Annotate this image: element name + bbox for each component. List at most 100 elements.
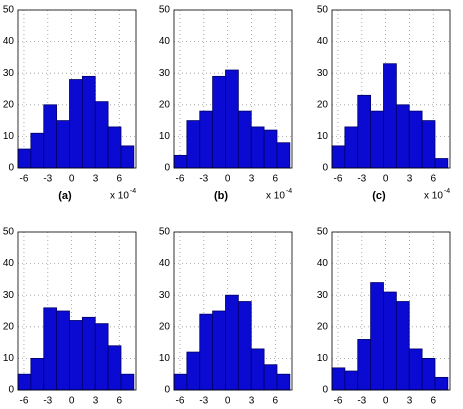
y-tick-label: 10: [3, 131, 15, 142]
x-tick-label: -3: [357, 396, 366, 407]
y-tick-label: 50: [159, 227, 171, 238]
bar: [421, 357, 436, 391]
bar: [357, 339, 372, 391]
y-tick-label: 10: [317, 353, 329, 364]
bar: [186, 120, 201, 169]
bar: [120, 373, 135, 391]
bar: [212, 310, 226, 391]
bar: [69, 320, 83, 391]
bar: [395, 104, 410, 169]
y-tick-label: 10: [317, 131, 329, 142]
y-tick-label: 0: [8, 385, 14, 396]
y-tick-label: 0: [164, 385, 170, 396]
x-tick-label: -3: [43, 396, 52, 407]
x-tick-label: 0: [69, 396, 75, 407]
y-tick-label: 10: [159, 353, 171, 364]
y-tick-label: 40: [317, 36, 329, 47]
bar: [237, 301, 252, 391]
y-tick-label: 30: [317, 290, 329, 301]
y-tick-label: 50: [317, 5, 329, 16]
x-tick-label: 6: [431, 396, 437, 407]
x-tick-label: -6: [334, 174, 343, 185]
bar: [186, 351, 201, 391]
y-tick-label: 20: [3, 321, 15, 332]
bar: [250, 126, 265, 169]
bar: [81, 75, 96, 169]
x-tick-label: 6: [273, 174, 279, 185]
bar: [43, 104, 58, 169]
y-tick-label: 30: [317, 68, 329, 79]
y-tick-label: 0: [322, 385, 328, 396]
bar: [225, 69, 239, 169]
y-tick-label: 0: [8, 163, 14, 174]
bar: [357, 94, 372, 169]
bar: [212, 75, 226, 169]
bar: [370, 110, 384, 169]
bar: [370, 282, 384, 391]
x-tick-label: 0: [225, 174, 231, 185]
bar: [17, 148, 32, 169]
x-tick-label: -3: [199, 396, 208, 407]
x-tick-label: 0: [383, 174, 389, 185]
x-tick-label: 6: [431, 174, 437, 185]
bar: [276, 142, 291, 169]
x-tick-label: 6: [117, 174, 123, 185]
bar: [344, 370, 359, 391]
bar: [30, 132, 45, 169]
y-tick-label: 20: [3, 99, 15, 110]
bar: [225, 294, 239, 391]
y-tick-label: 40: [3, 36, 15, 47]
x-tick-label: 3: [93, 396, 99, 407]
x-tick-label: -6: [176, 396, 185, 407]
axes-frame: [173, 231, 293, 391]
y-tick-label: 20: [159, 321, 171, 332]
bar: [383, 291, 397, 391]
x-tick-label: 6: [273, 396, 279, 407]
bar: [237, 110, 252, 169]
bar: [81, 316, 96, 391]
y-tick-label: 40: [159, 36, 171, 47]
x-tick-label: 0: [225, 396, 231, 407]
x-tick-label: 0: [383, 396, 389, 407]
y-tick-label: 40: [159, 258, 171, 269]
axes-frame: [331, 231, 451, 391]
bar: [434, 158, 449, 169]
bar: [43, 307, 58, 391]
bar: [331, 145, 346, 169]
bar: [250, 348, 265, 391]
x-tick-label: 3: [249, 174, 255, 185]
y-tick-label: 30: [159, 68, 171, 79]
y-tick-label: 10: [3, 353, 15, 364]
bar: [56, 310, 70, 391]
x-tick-label: 3: [407, 174, 413, 185]
x-tick-label: 3: [407, 396, 413, 407]
bar: [331, 367, 346, 391]
y-tick-label: 30: [3, 68, 15, 79]
bar: [56, 120, 70, 169]
x-axis-label: (a): [58, 190, 72, 202]
x-tick-label: -6: [20, 174, 29, 185]
y-tick-label: 10: [159, 131, 171, 142]
x-tick-label: 3: [249, 396, 255, 407]
bar: [395, 301, 410, 391]
axes-frame: [17, 231, 137, 391]
y-tick-label: 20: [159, 99, 171, 110]
y-tick-label: 50: [3, 5, 15, 16]
x-tick-label: 0: [69, 174, 75, 185]
x-tick-label: -3: [357, 174, 366, 185]
x-tick-label: -6: [334, 396, 343, 407]
bar: [408, 110, 423, 169]
bar: [408, 348, 423, 391]
bar: [263, 364, 278, 391]
y-tick-label: 50: [3, 227, 15, 238]
bar: [263, 129, 278, 169]
x-tick-label: 3: [93, 174, 99, 185]
bar: [421, 120, 436, 169]
y-tick-label: 30: [159, 290, 171, 301]
axis-offset: x 10: [266, 191, 285, 202]
y-tick-label: 0: [322, 163, 328, 174]
bar: [69, 79, 83, 169]
bar: [276, 373, 291, 391]
bar: [17, 373, 32, 391]
